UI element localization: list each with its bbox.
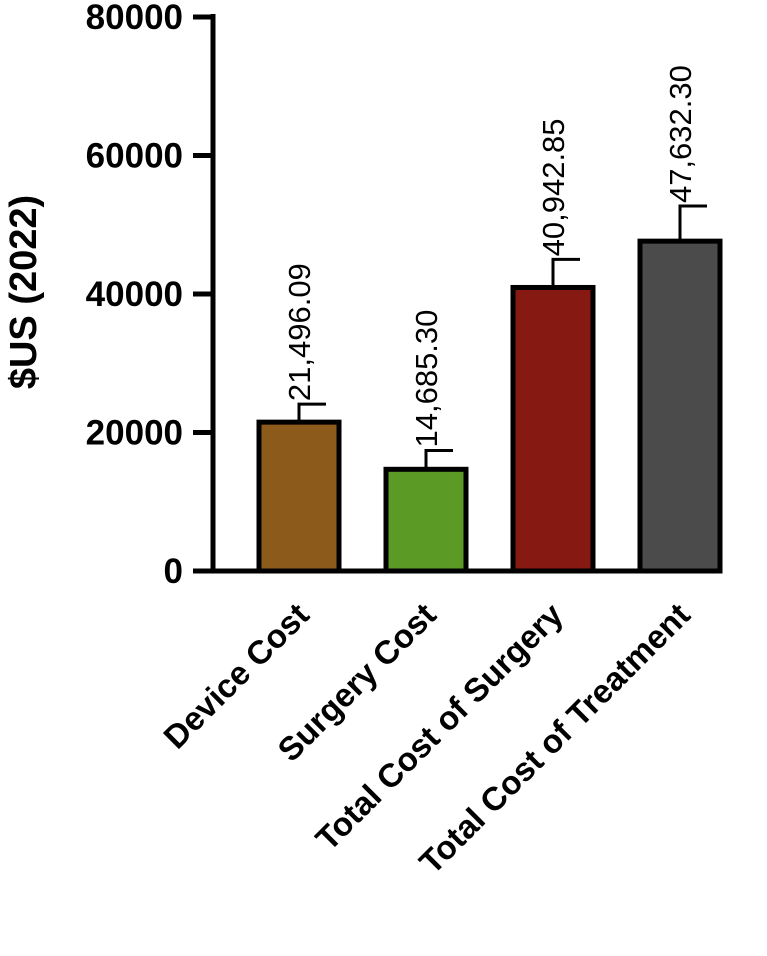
- y-tick-label: 20000: [86, 414, 183, 453]
- bar-1: [256, 419, 342, 574]
- error-bars: [297, 204, 707, 470]
- bar-2: [383, 466, 469, 574]
- bars: [256, 238, 723, 574]
- value-label: 47,632.30: [663, 65, 698, 203]
- y-axis-ticks: 0 20000 40000 60000 80000: [86, 0, 213, 591]
- value-label: 21,496.09: [282, 263, 317, 401]
- y-tick-label: 0: [164, 552, 183, 591]
- y-tick-label: 60000: [86, 137, 183, 176]
- bar-3: [510, 284, 596, 574]
- data-labels: 21,496.09 14,685.30 40,942.85 47,632.30: [282, 65, 698, 447]
- value-label: 40,942.85: [536, 118, 571, 256]
- value-label: 14,685.30: [409, 310, 444, 448]
- category-label: Total Cost of Treatment: [412, 596, 697, 881]
- category-label: Total Cost of Surgery: [308, 595, 570, 857]
- y-tick-label: 80000: [86, 0, 183, 37]
- bar-4: [637, 238, 723, 574]
- y-axis-title: $US (2022): [3, 195, 45, 389]
- y-tick-label: 40000: [86, 275, 183, 314]
